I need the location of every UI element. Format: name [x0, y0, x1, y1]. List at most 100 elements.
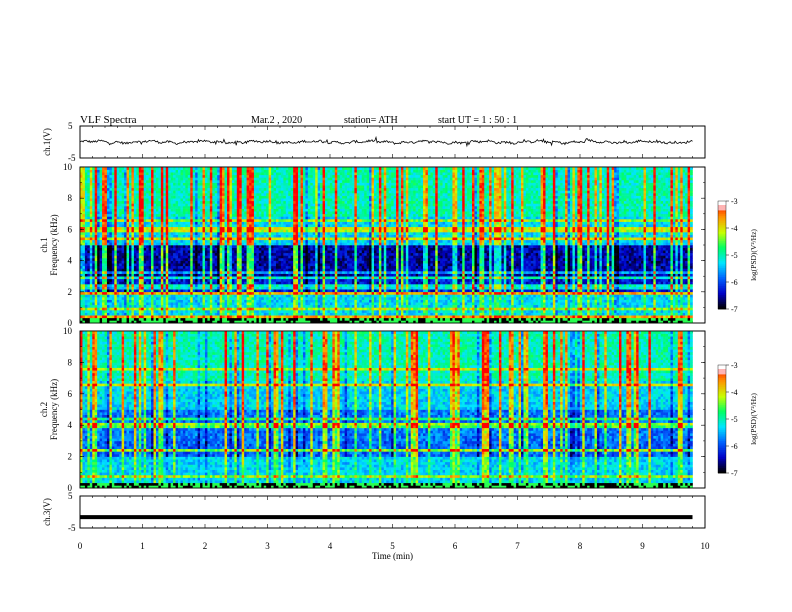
spectrogram-cell — [158, 278, 162, 282]
spectrogram-cell — [476, 291, 480, 295]
spectrogram-cell — [528, 304, 532, 308]
spectrogram-cell — [641, 299, 644, 303]
spectrogram-cell — [449, 302, 453, 306]
spectrogram-cell — [427, 312, 431, 316]
spectrogram-cell — [197, 289, 201, 293]
spectrogram-cell — [151, 315, 154, 319]
spectrogram-cell — [614, 315, 617, 319]
spectrogram-cell — [388, 302, 392, 306]
spectrogram-cell — [121, 294, 125, 298]
spectrogram-cell — [129, 286, 132, 290]
spectrogram-cell — [209, 310, 213, 313]
spectrogram-cell — [672, 294, 676, 298]
spectrogram-cell — [310, 289, 314, 293]
spectrogram-cell — [555, 297, 559, 300]
spectrogram-cell — [393, 317, 397, 321]
spectrogram-cell — [420, 294, 424, 298]
spectrogram-cell — [111, 307, 115, 311]
spectrogram-cell — [633, 320, 637, 324]
spectrogram-cell — [339, 299, 343, 303]
spectrogram-cell — [293, 289, 296, 293]
spectrogram-cell — [594, 302, 598, 306]
spectrogram-cell — [501, 302, 505, 306]
spectrogram-cell — [672, 289, 676, 293]
spectrogram-cell — [173, 302, 176, 306]
spectrogram-cell — [631, 317, 634, 321]
spectrogram-cell — [325, 307, 328, 311]
spectrogram-cell — [388, 307, 392, 311]
spectrogram-cell — [574, 304, 578, 308]
spectrogram-cell — [462, 289, 465, 293]
spectrogram-cell — [474, 299, 478, 303]
spectrogram-cell — [315, 312, 318, 316]
spectrogram-cell — [594, 286, 598, 290]
spectrogram-cell — [489, 307, 492, 311]
spectrogram-cell — [474, 304, 478, 308]
spectrogram-cell — [665, 299, 669, 303]
spectrogram-cell — [540, 294, 544, 298]
spectrogram-cell — [631, 310, 634, 313]
spectrogram-cell — [99, 289, 103, 293]
spectrogram-cell — [322, 310, 326, 313]
spectrogram-cell — [452, 284, 456, 287]
spectrogram-cell — [249, 315, 252, 319]
spectrogram-cell — [349, 299, 353, 303]
spectrogram-cell — [609, 276, 612, 280]
spectrogram-cell — [263, 304, 267, 308]
spectrogram-cell — [494, 289, 497, 293]
spectrogram-cell — [217, 286, 220, 290]
spectrogram-cell — [251, 304, 255, 308]
spectrogram-cell — [378, 304, 382, 308]
spectrogram-cell — [538, 294, 541, 298]
spectrogram-cell — [354, 320, 358, 324]
spectrogram-cell — [538, 299, 541, 303]
spectrogram-cell — [396, 302, 399, 306]
spectrogram-cell — [295, 310, 299, 313]
spectrogram-cell — [158, 273, 162, 277]
spectrogram-cell — [631, 297, 634, 300]
spectrogram-cell — [116, 302, 120, 306]
spectrogram-cell — [374, 284, 377, 287]
spectrogram-cell — [212, 297, 216, 300]
spectrogram-cell — [141, 278, 144, 282]
spectrogram-cell — [155, 281, 159, 285]
spectrogram-cell — [530, 286, 534, 290]
spectrogram-cell — [207, 294, 211, 298]
spectrogram-cell — [185, 273, 189, 277]
spectrogram-cell — [155, 312, 159, 316]
spectrogram-cell — [133, 294, 137, 298]
spectrogram-cell — [158, 276, 162, 280]
spectrogram-cell — [582, 317, 585, 321]
spectrogram-cell — [364, 289, 367, 293]
spectrogram-cell — [616, 312, 620, 316]
spectrogram-cell — [606, 317, 610, 321]
spectrogram-cell — [552, 281, 556, 285]
spectrogram-cell — [214, 276, 218, 280]
spectrogram-cell — [643, 297, 647, 300]
spectrogram-cell — [508, 294, 512, 298]
spectrogram-cell — [180, 299, 184, 303]
spectrogram-cell — [486, 299, 490, 303]
spectrogram-cell — [609, 302, 612, 306]
spectrogram-cell — [650, 281, 654, 285]
spectrogram-cell — [371, 278, 375, 282]
spectrogram-cell — [486, 284, 490, 287]
spectrogram-cell — [351, 278, 355, 282]
y-tick-label: 5 — [68, 491, 73, 501]
spectrogram-cell — [589, 291, 593, 295]
spectrogram-cell — [217, 315, 220, 319]
spectrogram-cell — [361, 284, 365, 287]
spectrogram-cell — [280, 320, 284, 324]
spectrogram-cell — [322, 299, 326, 303]
spectrogram-cell — [136, 284, 140, 287]
spectrogram-cell — [388, 304, 392, 308]
spectrogram-cell — [80, 315, 83, 319]
spectrogram-cell — [663, 304, 666, 308]
spectrogram-cell — [143, 286, 147, 290]
spectrogram-cell — [354, 315, 358, 319]
spectrogram-cell — [445, 289, 448, 293]
spectrogram-cell — [376, 276, 380, 280]
spectrogram-cell — [525, 278, 529, 282]
spectrogram-cell — [312, 297, 316, 300]
spectrogram-cell — [168, 299, 171, 303]
